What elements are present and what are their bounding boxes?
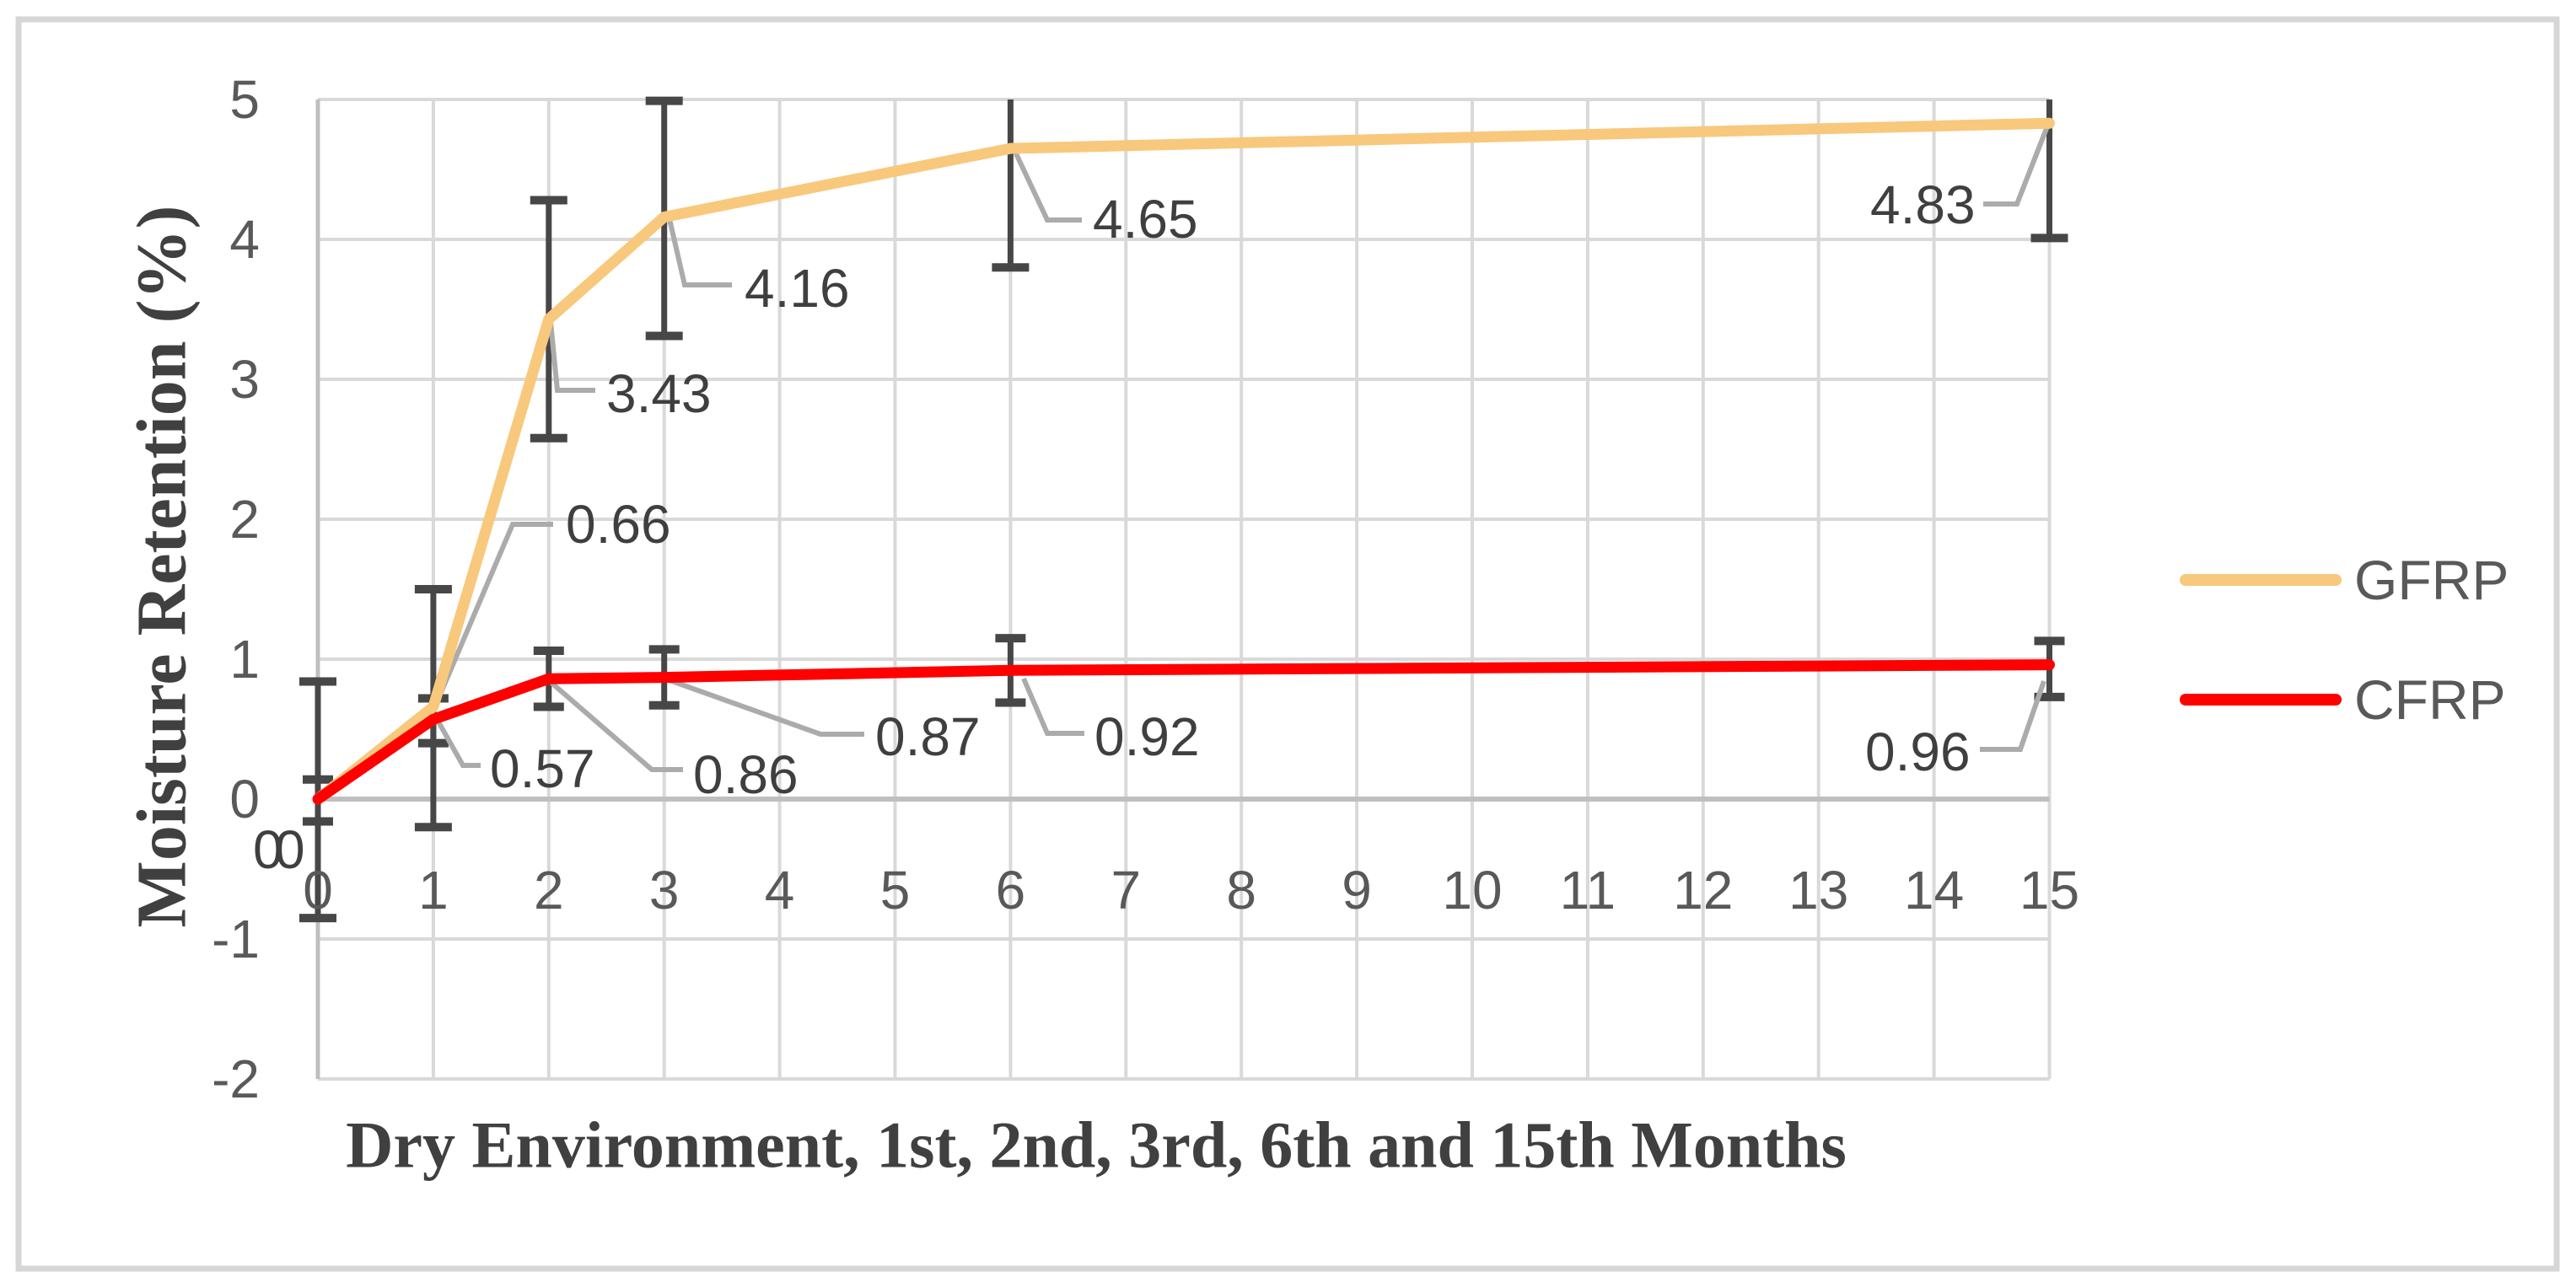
x-tick-label: 8 bbox=[1226, 860, 1256, 920]
data-label-leader bbox=[433, 522, 553, 708]
data-labels: 00 0.66 3.43 4.16 4.65 4.83 0.57 0.86 0.87 0.92 0.… bbox=[253, 174, 1976, 880]
legend: GFRP CFRP bbox=[2180, 549, 2509, 731]
data-label: 3.43 bbox=[606, 363, 712, 424]
x-tick-label: 13 bbox=[1788, 860, 1848, 920]
data-label-leader bbox=[667, 218, 732, 287]
x-axis-title: Dry Environment, 1st, 2nd, 3rd, 6th and … bbox=[346, 1108, 1847, 1182]
cfrp-line bbox=[312, 659, 2055, 805]
data-label-leader bbox=[668, 678, 864, 737]
x-tick-label: 14 bbox=[1904, 860, 1964, 920]
y-tick-label: 5 bbox=[229, 69, 260, 130]
y-tick-label: 2 bbox=[229, 489, 260, 550]
y-tick-label: -2 bbox=[212, 1049, 260, 1109]
data-label: 4.83 bbox=[1870, 174, 1976, 235]
axis-titles: Dry Environment, 1st, 2nd, 3rd, 6th and … bbox=[123, 206, 1847, 1182]
data-label-leader bbox=[1983, 125, 2050, 207]
gfrp-line bbox=[312, 117, 2055, 805]
x-tick-label: 6 bbox=[996, 860, 1026, 920]
data-label: 0.87 bbox=[875, 706, 981, 767]
y-tick-label: 0 bbox=[229, 769, 260, 829]
data-label: 0.57 bbox=[490, 738, 595, 799]
x-tick-label: 15 bbox=[2019, 860, 2079, 920]
x-tick-label: 3 bbox=[649, 860, 680, 920]
legend-label-cfrp: CFRP bbox=[2354, 668, 2506, 731]
data-label-leader bbox=[433, 716, 481, 768]
figure-border bbox=[15, 16, 2560, 1272]
data-label: 0 bbox=[253, 819, 283, 880]
y-tick-label: 3 bbox=[229, 349, 260, 410]
data-label: 4.65 bbox=[1093, 189, 1198, 250]
x-tick-label: 7 bbox=[1111, 860, 1142, 920]
series-lines bbox=[312, 117, 2055, 805]
data-label: 0 bbox=[275, 819, 305, 880]
x-tick-label: 10 bbox=[1442, 860, 1502, 920]
data-label: 0.66 bbox=[566, 494, 671, 555]
x-tick-label: 0 bbox=[303, 860, 333, 920]
x-tick-label: 11 bbox=[1560, 860, 1616, 920]
data-label-leader-lines bbox=[433, 125, 2050, 772]
data-label: 0.96 bbox=[1865, 722, 1971, 782]
figure-border-rect bbox=[15, 16, 2560, 1272]
data-label: 0.86 bbox=[693, 744, 799, 805]
x-tick-label: 9 bbox=[1342, 860, 1372, 920]
x-tick-label: 12 bbox=[1673, 860, 1733, 920]
y-tick-label: 4 bbox=[229, 209, 260, 270]
x-tick-label: 1 bbox=[418, 860, 449, 920]
y-tick-label: -1 bbox=[212, 909, 260, 969]
data-label-leader bbox=[1021, 677, 1084, 736]
legend-label-gfrp: GFRP bbox=[2354, 549, 2509, 611]
data-label-leader bbox=[548, 321, 595, 393]
x-tick-label: 2 bbox=[534, 860, 564, 920]
x-tick-label: 5 bbox=[880, 860, 911, 920]
y-axis-title: Moisture Retention (%) bbox=[123, 206, 202, 928]
data-label: 0.92 bbox=[1094, 706, 1200, 767]
gridlines bbox=[316, 98, 2052, 1081]
x-tick-label: 4 bbox=[765, 860, 795, 920]
y-tick-label: 1 bbox=[229, 629, 260, 690]
data-label: 4.16 bbox=[745, 258, 850, 319]
data-label-leader bbox=[1012, 148, 1082, 223]
data-label-leader bbox=[1980, 680, 2046, 752]
data-label-leader bbox=[550, 680, 683, 772]
